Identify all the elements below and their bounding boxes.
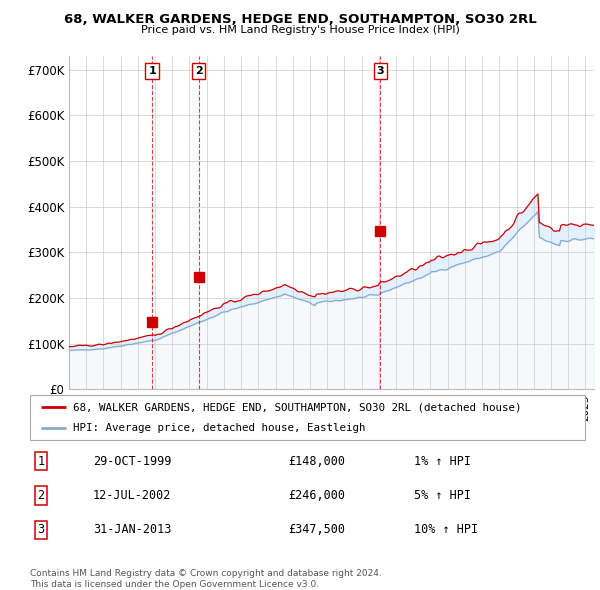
Text: 3: 3 — [376, 66, 384, 76]
Text: 3: 3 — [37, 523, 44, 536]
Text: £347,500: £347,500 — [288, 523, 345, 536]
Text: Contains HM Land Registry data © Crown copyright and database right 2024.
This d: Contains HM Land Registry data © Crown c… — [30, 569, 382, 589]
Text: 2: 2 — [195, 66, 203, 76]
Text: 5% ↑ HPI: 5% ↑ HPI — [414, 489, 471, 502]
Text: HPI: Average price, detached house, Eastleigh: HPI: Average price, detached house, East… — [73, 424, 366, 434]
Text: 12-JUL-2002: 12-JUL-2002 — [93, 489, 172, 502]
Text: 29-OCT-1999: 29-OCT-1999 — [93, 455, 172, 468]
Text: 1: 1 — [37, 455, 44, 468]
Text: 1% ↑ HPI: 1% ↑ HPI — [414, 455, 471, 468]
Text: £246,000: £246,000 — [288, 489, 345, 502]
Text: 10% ↑ HPI: 10% ↑ HPI — [414, 523, 478, 536]
Text: Price paid vs. HM Land Registry's House Price Index (HPI): Price paid vs. HM Land Registry's House … — [140, 25, 460, 35]
Text: 68, WALKER GARDENS, HEDGE END, SOUTHAMPTON, SO30 2RL: 68, WALKER GARDENS, HEDGE END, SOUTHAMPT… — [64, 13, 536, 26]
Text: 2: 2 — [37, 489, 44, 502]
Text: 1: 1 — [148, 66, 156, 76]
Text: 68, WALKER GARDENS, HEDGE END, SOUTHAMPTON, SO30 2RL (detached house): 68, WALKER GARDENS, HEDGE END, SOUTHAMPT… — [73, 402, 522, 412]
Text: £148,000: £148,000 — [288, 455, 345, 468]
Text: 31-JAN-2013: 31-JAN-2013 — [93, 523, 172, 536]
